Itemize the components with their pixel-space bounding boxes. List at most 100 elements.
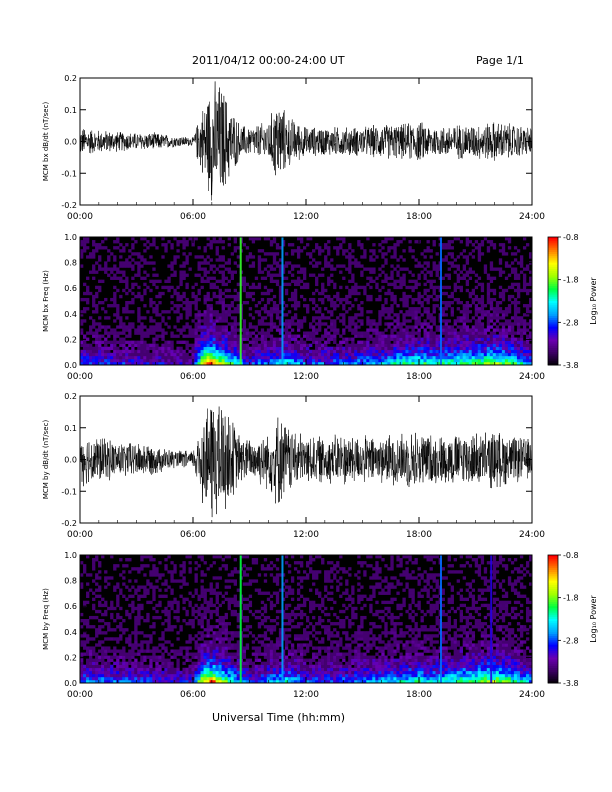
bx-spec-cell bbox=[465, 282, 470, 287]
bx-spec-cell bbox=[393, 337, 397, 341]
bx-spec-cell bbox=[447, 267, 451, 271]
bx-spec-cell bbox=[399, 349, 403, 354]
bx-spec-cell bbox=[92, 304, 96, 308]
bx-spec-cell bbox=[495, 304, 500, 308]
bx-spec-cell bbox=[233, 246, 237, 250]
bx-spec-cell bbox=[366, 316, 370, 320]
bx-spec-cell bbox=[354, 331, 358, 335]
bx-spec-cell bbox=[516, 316, 521, 320]
by-spec-cell bbox=[245, 643, 250, 647]
by-spec-cell bbox=[137, 588, 141, 592]
bx-spec-cell bbox=[95, 310, 99, 314]
bx-spec-cell bbox=[447, 340, 451, 344]
bx-spec-cell bbox=[263, 316, 268, 320]
bx-spec-cell bbox=[209, 328, 213, 332]
bx-spec-cell bbox=[423, 358, 427, 363]
by-spec-cell bbox=[86, 661, 90, 666]
bx-spec-cell bbox=[95, 355, 99, 360]
by-spec-cell bbox=[107, 576, 111, 580]
by-spec-cell bbox=[176, 658, 180, 662]
bx-spec-cell bbox=[209, 334, 213, 338]
by-spec-cell bbox=[146, 634, 150, 638]
by-spec-cell bbox=[92, 606, 96, 611]
bx-spec-cell bbox=[480, 340, 485, 344]
by-spec-cell bbox=[227, 603, 231, 608]
bx-spec-cell bbox=[360, 285, 364, 290]
by-spec-cell bbox=[191, 670, 195, 675]
by-spec-cell bbox=[170, 655, 174, 659]
bx-spec-cell bbox=[242, 322, 247, 326]
bx-spec-cell bbox=[501, 310, 506, 314]
bx-spec-cell bbox=[516, 325, 521, 329]
bx-spec-cell bbox=[519, 288, 524, 293]
bx-spec-cell bbox=[218, 279, 222, 284]
by-spec-cell bbox=[233, 673, 237, 678]
bx-spec-cell bbox=[86, 297, 90, 302]
bx-spec-cell bbox=[200, 352, 204, 357]
bx-spec-cell bbox=[483, 267, 488, 271]
bx-spec-xtick-label: 12:00 bbox=[293, 372, 319, 382]
bx-spec-cell bbox=[450, 313, 454, 317]
bx-spec-cell bbox=[492, 331, 497, 335]
bx-spec-cell bbox=[516, 261, 521, 265]
bx-spec-cell bbox=[179, 316, 183, 320]
colorbar-step bbox=[548, 256, 558, 259]
by-spec-cell bbox=[137, 664, 141, 669]
bx-spec-cell bbox=[215, 346, 219, 351]
bx-spec-cell bbox=[176, 340, 180, 344]
bx-spec-cell bbox=[423, 331, 427, 335]
bx-spec-cell bbox=[158, 322, 162, 326]
bx-spec-cell bbox=[302, 297, 307, 302]
bx-spec-cell bbox=[248, 352, 253, 357]
bx-spec-cell bbox=[206, 270, 210, 274]
by-spec-cell bbox=[122, 679, 126, 684]
by-spec-cell bbox=[203, 634, 207, 638]
bx-spec-cell bbox=[101, 334, 105, 338]
bx-spec-cell bbox=[420, 270, 424, 274]
bx-spec-cell bbox=[236, 346, 240, 351]
by-spec-cell bbox=[227, 622, 231, 626]
bx-spec-cell bbox=[390, 316, 394, 320]
by-spec-cell bbox=[104, 670, 108, 675]
bx-spec-cell bbox=[212, 264, 216, 268]
bx-spec-cell bbox=[272, 240, 277, 244]
bx-spec-cell bbox=[152, 325, 156, 329]
bx-spec-cell bbox=[164, 349, 168, 354]
bx-spec-cell bbox=[272, 294, 277, 299]
bx-spec-cell bbox=[339, 246, 343, 250]
bx-spec-cell bbox=[522, 288, 527, 293]
bx-spec-cell bbox=[227, 343, 231, 348]
bx-spec-cell bbox=[230, 270, 234, 274]
by-spec-cell bbox=[104, 579, 108, 583]
by-spec-cell bbox=[125, 558, 129, 562]
by-spec-cell bbox=[242, 603, 247, 608]
bx-spec-cell bbox=[284, 313, 289, 317]
bx-spec-cell bbox=[327, 337, 331, 341]
bx-spec-cell bbox=[176, 240, 180, 244]
bx-spec-cell bbox=[390, 282, 394, 287]
by-spec-cell bbox=[113, 646, 117, 650]
bx-spec-cell bbox=[519, 270, 524, 274]
bx-spec-cell bbox=[137, 346, 141, 351]
bx-spec-cell bbox=[263, 355, 268, 360]
bx-spec-cell bbox=[429, 255, 433, 259]
bx-spec-cell bbox=[348, 349, 352, 354]
bx-spec-cell bbox=[284, 331, 289, 335]
bx-spec-cell bbox=[309, 349, 313, 354]
bx-spec-cell bbox=[417, 322, 421, 326]
bx-spec-cell bbox=[293, 301, 298, 305]
bx-spec-cell bbox=[248, 255, 253, 259]
by-spec-cell bbox=[233, 594, 237, 598]
bx-spec-cell bbox=[212, 334, 216, 338]
bx-spec-cell bbox=[342, 328, 346, 332]
bx-spec-cell bbox=[281, 334, 286, 338]
bx-spec-cell bbox=[155, 352, 159, 357]
bx-spec-cell bbox=[480, 322, 485, 326]
bx-spec-cell bbox=[263, 285, 268, 290]
bx-spec-cell bbox=[369, 325, 373, 329]
bx-spec-cell bbox=[152, 307, 156, 311]
bx-spec-cell bbox=[360, 310, 364, 314]
bx-spec-cell bbox=[161, 349, 165, 354]
bx-spec-cell bbox=[131, 297, 135, 302]
by-spec-cell bbox=[227, 676, 231, 681]
